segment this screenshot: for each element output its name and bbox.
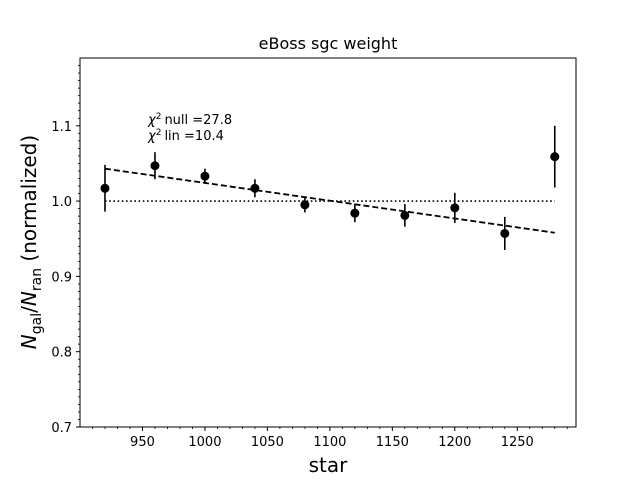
y-tick-label: 0.8 [51, 346, 72, 361]
y-label-n-ran: N [17, 291, 41, 306]
y-label-slash: / [17, 306, 41, 313]
data-point [550, 152, 560, 162]
chi2-null-text: null =27.8 [164, 113, 232, 128]
axes: 950 1000 1050 1100 1150 1200 1250 0.7 0.8 0.9 1.0 1… [51, 65, 568, 450]
plot-frame [79, 57, 577, 428]
chi-symbol: χ [147, 129, 157, 144]
x-tick-label: 1100 [313, 435, 346, 450]
chi-symbol: χ [147, 113, 157, 128]
data-point [350, 208, 360, 218]
data-point [400, 210, 410, 220]
chart-title: eBoss sgc weight [259, 34, 398, 53]
x-tick-label: 950 [130, 435, 155, 450]
data-point [300, 200, 310, 210]
x-tick-label: 1250 [501, 435, 534, 450]
x-axis-label: star [309, 453, 349, 477]
y-tick-label: 0.9 [51, 270, 72, 285]
reference-lines [104, 167, 555, 234]
x-tick-label: 1000 [188, 435, 221, 450]
x-tick-label: 1200 [438, 435, 471, 450]
y-label-sub-ran: ran [29, 268, 45, 291]
chi2-null-annotation: χ2 null =27.8 [147, 112, 232, 128]
data-points [100, 125, 560, 251]
chi2-lin-text: lin =10.4 [164, 129, 223, 144]
data-point [150, 161, 160, 171]
y-tick-label: 1.0 [51, 195, 72, 210]
y-label-normalized: (normalized) [17, 135, 41, 268]
y-label-n-gal: N [17, 334, 41, 349]
data-point [250, 183, 260, 193]
data-point [100, 183, 110, 193]
data-point [200, 171, 210, 181]
chi-superscript: 2 [156, 128, 162, 138]
y-axis-label: Ngal/Nran (normalized) [17, 135, 45, 349]
chi2-lin-annotation: χ2 lin =10.4 [147, 128, 224, 144]
y-label-sub-gal: gal [29, 313, 45, 334]
x-tick-label: 1050 [251, 435, 284, 450]
y-tick-label: 0.7 [51, 421, 72, 436]
data-point [450, 203, 460, 213]
linear-fit-line [104, 167, 555, 234]
y-tick-label: 1.1 [51, 120, 72, 135]
chi-superscript: 2 [156, 112, 162, 122]
x-tick-label: 1150 [376, 435, 409, 450]
data-point [500, 228, 510, 238]
